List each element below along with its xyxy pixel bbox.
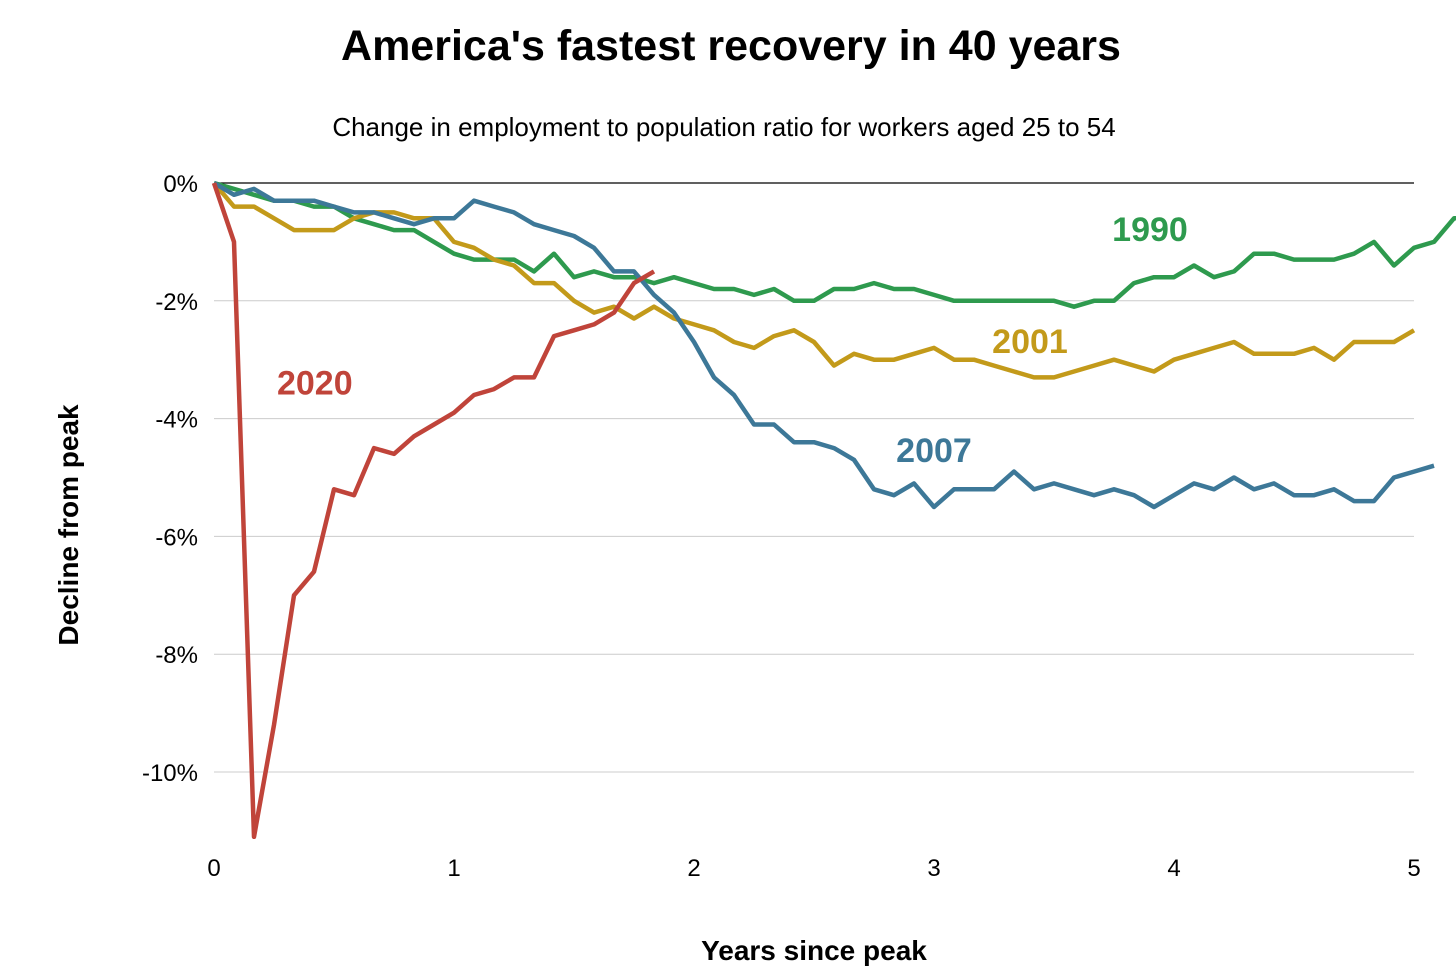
x-axis-tick-labels: 0 1 2 3 4 5: [207, 855, 1420, 882]
series-label-2001: 2001: [992, 323, 1068, 361]
x-tick-label: 2: [687, 855, 700, 882]
series-line-2007: [212, 181, 1435, 510]
chart-subtitle: Change in employment to population ratio…: [332, 112, 1116, 142]
y-axis-tick-labels: 0% -2% -4% -6% -8% -10%: [142, 171, 198, 787]
y-tick-label: -4%: [155, 407, 198, 434]
series-lines: [211, 180, 1456, 840]
y-tick-label: 0%: [163, 171, 198, 198]
series-labels: 1990 2001 2007 2020: [277, 211, 1188, 470]
series-label-2020: 2020: [277, 364, 353, 402]
x-tick-label: 4: [1167, 855, 1180, 882]
y-axis-label: Decline from peak: [53, 404, 84, 646]
x-tick-label: 5: [1407, 855, 1420, 882]
y-tick-label: -6%: [155, 524, 198, 551]
series-label-2007: 2007: [896, 432, 972, 470]
gridlines: [214, 182, 1414, 773]
y-tick-label: -2%: [155, 289, 198, 316]
series-label-1990: 1990: [1112, 211, 1188, 249]
y-tick-label: -8%: [155, 642, 198, 669]
chart-title: America's fastest recovery in 40 years: [341, 22, 1121, 70]
series-line-2020: [211, 182, 656, 840]
x-tick-label: 0: [207, 855, 220, 882]
x-tick-label: 3: [927, 855, 940, 882]
x-axis-label: Years since peak: [701, 935, 927, 966]
x-tick-label: 1: [447, 855, 460, 882]
series-line-2001: [212, 181, 1416, 380]
y-tick-label: -10%: [142, 760, 198, 787]
series-line-1990: [213, 180, 1456, 309]
